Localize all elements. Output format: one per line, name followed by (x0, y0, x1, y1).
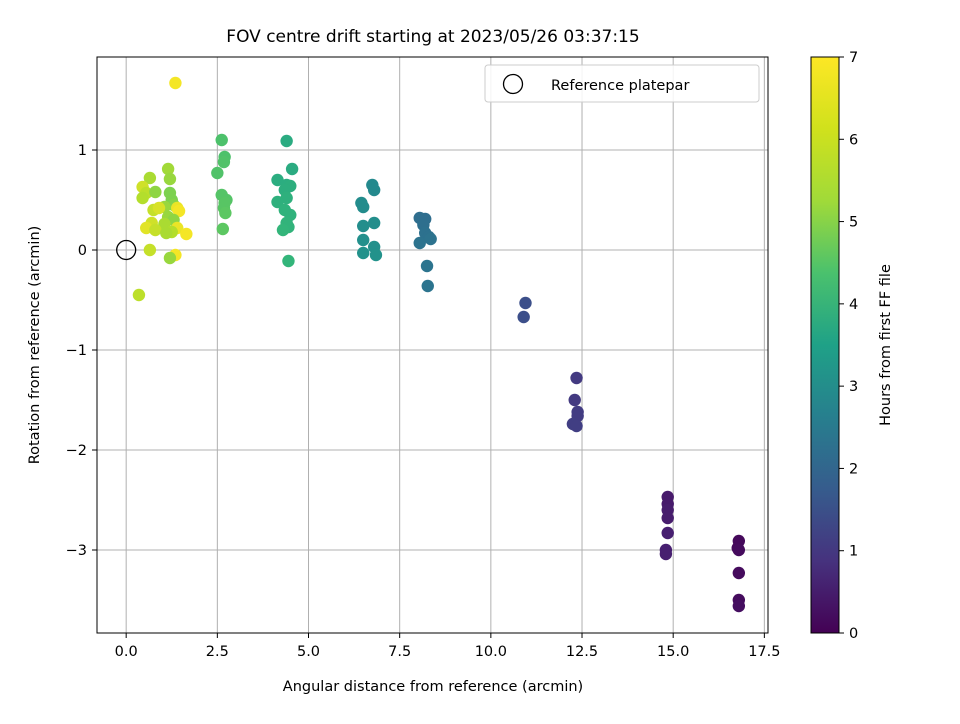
scatter-point (732, 566, 746, 580)
x-tick-label: 12.5 (566, 644, 598, 660)
scatter-point (172, 204, 186, 218)
scatter-point (357, 219, 370, 233)
scatter-point (413, 236, 426, 250)
scatter-point (136, 191, 149, 205)
scatter-point (282, 254, 295, 268)
legend-entry-label: Reference platepar (551, 78, 689, 94)
scatter-point (152, 201, 166, 215)
scatter-point (163, 251, 177, 265)
scatter-point (420, 259, 434, 273)
y-axis-ticks: −3 −2 −1 0 1 (66, 143, 97, 559)
scatter-point (132, 288, 146, 302)
scatter-point (367, 183, 381, 197)
scatter-points (132, 76, 746, 613)
scatter-point (276, 223, 290, 237)
x-tick-label: 0.0 (115, 644, 138, 660)
y-tick-label: 1 (78, 143, 87, 159)
scatter-point (732, 599, 746, 613)
scatter-point (216, 222, 230, 236)
colorbar-ticks: 0 1 2 3 4 5 6 7 (839, 50, 858, 642)
colorbar-tick-label: 2 (849, 461, 858, 477)
scatter-point (163, 172, 177, 186)
scatter-point (661, 511, 674, 525)
scatter-point (160, 226, 173, 240)
legend: Reference platepar (484, 64, 760, 103)
colorbar-tick-label: 0 (849, 626, 858, 642)
x-tick-label: 5.0 (297, 644, 320, 660)
scatter-point (271, 195, 284, 209)
colorbar-tick-label: 4 (849, 297, 858, 313)
x-tick-label: 17.5 (748, 644, 780, 660)
scatter-point (217, 155, 231, 169)
scatter-point (215, 133, 228, 147)
colorbar-tick-label: 5 (849, 215, 858, 231)
scatter-point (570, 371, 583, 385)
colorbar-tick-label: 1 (849, 544, 858, 560)
colorbar: 0 1 2 3 4 5 6 7 Hours from first FF file (810, 50, 894, 642)
scatter-point (143, 171, 157, 185)
colorbar-tick-label: 3 (849, 379, 858, 395)
x-axis-label: Angular distance from reference (arcmin) (283, 679, 583, 695)
colorbar-tick-label: 6 (849, 132, 858, 148)
y-tick-label: −1 (66, 343, 87, 359)
y-tick-label: −2 (66, 443, 87, 459)
scatter-point (568, 393, 581, 407)
scatter-point (732, 543, 746, 557)
x-tick-label: 7.5 (388, 644, 411, 660)
chart-title: FOV centre drift starting at 2023/05/26 … (226, 27, 639, 47)
scatter-point (357, 200, 370, 214)
scatter-point (280, 134, 293, 148)
y-axis-label: Rotation from reference (arcmin) (27, 226, 43, 465)
legend-reference-marker (502, 73, 524, 95)
scatter-point (517, 310, 530, 324)
scatter-point (424, 232, 437, 246)
scatter-point (149, 223, 162, 237)
colorbar-gradient (810, 56, 840, 634)
legend-box (484, 64, 760, 103)
colorbar-tick-label: 7 (849, 50, 858, 66)
scatter-point (357, 246, 370, 260)
x-tick-label: 2.5 (206, 644, 229, 660)
x-axis-ticks: 0.0 2.5 5.0 7.5 10.0 12.5 15.0 17.5 (115, 633, 781, 660)
scatter-point (357, 233, 370, 247)
scatter-point (143, 243, 157, 257)
reference-platepar-marker (116, 239, 137, 261)
reference-marker-layer (116, 239, 137, 261)
grid (97, 57, 768, 633)
y-tick-label: 0 (78, 243, 87, 259)
scatter-point (519, 296, 532, 310)
scatter-point (180, 227, 193, 241)
scatter-point (661, 526, 674, 540)
scatter-point (169, 76, 182, 90)
scatter-point (219, 206, 232, 220)
x-tick-label: 10.0 (475, 644, 507, 660)
scatter-point (149, 185, 162, 199)
scatter-point (285, 162, 299, 176)
colorbar-label: Hours from first FF file (878, 264, 894, 426)
x-tick-label: 15.0 (657, 644, 689, 660)
scatter-point (369, 248, 383, 262)
scatter-point (421, 279, 434, 293)
plot-frame (96, 56, 769, 634)
scatter-point (161, 162, 175, 176)
scatter-point (271, 173, 284, 187)
scatter-point (211, 166, 224, 180)
scatter-point (367, 216, 381, 230)
scatter-point (570, 419, 583, 433)
scatter-point (659, 547, 673, 561)
y-tick-label: −3 (66, 543, 87, 559)
